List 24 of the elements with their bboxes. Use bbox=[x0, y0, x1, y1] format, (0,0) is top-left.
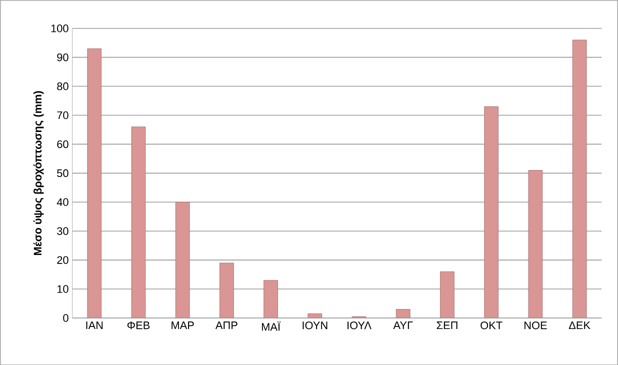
y-tick-label: 0 bbox=[63, 314, 68, 322]
y-tick-label: 40 bbox=[56, 198, 68, 206]
x-tick-label: ΦΕΒ bbox=[127, 321, 150, 329]
y-tick-label: 30 bbox=[57, 227, 68, 235]
y-tick-label: 90 bbox=[57, 53, 68, 62]
x-tick-label: ΑΥΓ bbox=[393, 321, 413, 329]
y-tick-label: 10 bbox=[57, 284, 68, 293]
x-tick-label: ΜΑΡ bbox=[172, 321, 194, 329]
y-tick-label: 100 bbox=[51, 24, 68, 32]
x-tick-label: ΝΟΕ bbox=[524, 321, 547, 330]
x-tick-label: ΙΟΥΛ bbox=[348, 321, 372, 330]
x-tick-label: ΙΑΝ bbox=[86, 321, 103, 329]
y-tick-label: 20 bbox=[57, 256, 68, 264]
x-tick-label: ΜΑΪ bbox=[262, 321, 280, 330]
x-tick-label: ΟΚΤ bbox=[480, 321, 502, 330]
x-tick-label: ΙΟΥΝ bbox=[302, 321, 328, 330]
y-axis-title: Μέσο ύψος βροχόπτωσης (mm) bbox=[33, 90, 44, 255]
x-tick-label: ΣΕΠ bbox=[436, 321, 458, 329]
y-tick-label: 70 bbox=[57, 111, 68, 119]
y-tick-label: 60 bbox=[57, 140, 68, 148]
x-tick-label: ΔΕΚ bbox=[568, 321, 590, 329]
y-tick-label: 50 bbox=[57, 169, 68, 177]
y-tick-label: 80 bbox=[57, 82, 68, 90]
x-tick-label: ΑΠΡ bbox=[215, 321, 238, 329]
